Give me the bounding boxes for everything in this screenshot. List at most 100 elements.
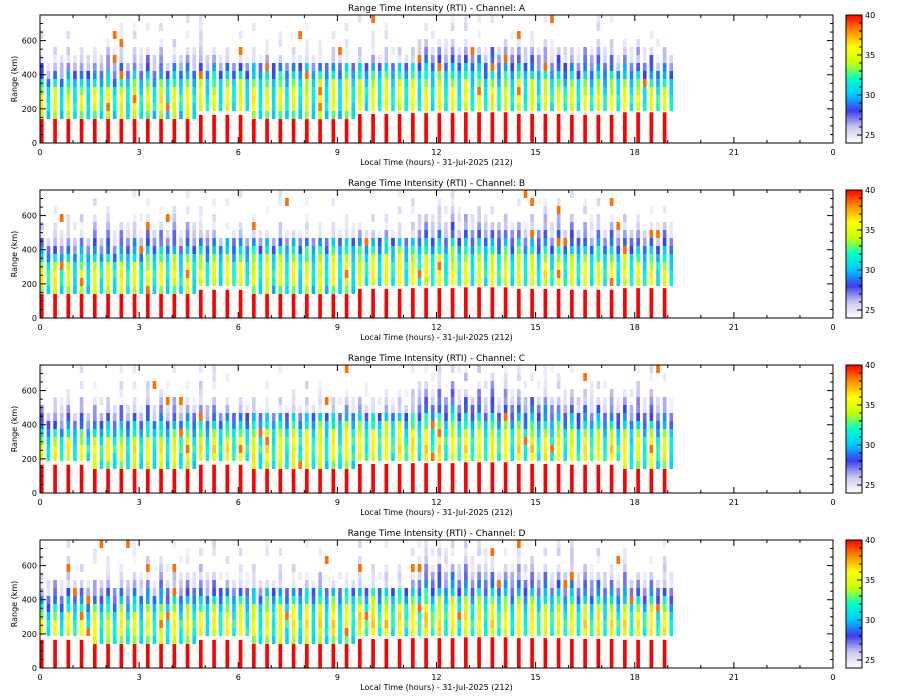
panel-d-colorbar-segment (846, 634, 862, 637)
panel-b-x-label: Local Time (hours) - 31-Jul-2025 (212) (360, 333, 513, 342)
panel-c-cell (649, 365, 654, 373)
panel-c-cell (384, 405, 389, 413)
panel-b-cell (470, 278, 475, 286)
panel-a-cell (139, 79, 144, 87)
panel-d-cell (192, 636, 197, 644)
panel-a-cell (225, 87, 230, 95)
panel-d-cell (550, 620, 554, 628)
panel-d-cell (73, 596, 77, 604)
panel-c-cell (278, 466, 283, 493)
panel-a-cell (318, 87, 322, 95)
panel-a-cell (126, 71, 130, 79)
panel-c-cell (477, 421, 481, 429)
panel-c-cell (305, 437, 309, 445)
panel-c-cell (79, 445, 84, 453)
panel-c-cell (589, 421, 594, 429)
panel-c-cell (199, 421, 203, 429)
panel-b-cell (437, 214, 442, 222)
panel-a-cell (530, 87, 534, 95)
panel-b-cell (112, 286, 117, 294)
panel-a-cell (205, 103, 210, 111)
panel-b-cell (358, 270, 362, 278)
panel-b-cell (172, 262, 177, 270)
panel-c-cell (159, 413, 163, 421)
panel-c-cell (199, 405, 203, 413)
panel-d-cell (53, 604, 57, 612)
panel-d-cell (517, 620, 521, 628)
panel-d-cell (543, 628, 548, 636)
panel-c-cell (570, 365, 574, 373)
panel-b-cell (609, 289, 614, 318)
panel-b-cell (364, 230, 369, 238)
panel-a-cell (523, 63, 528, 71)
panel-c-cell (291, 429, 296, 437)
panel-c-cell (73, 445, 77, 453)
panel-a-cell (106, 87, 110, 95)
panel-d-cell (192, 628, 197, 636)
panel-a-cell (662, 112, 667, 143)
panel-d-cell (132, 580, 137, 588)
panel-d-cell (192, 604, 197, 612)
panel-b-cell (205, 278, 210, 286)
panel-a-cell (536, 95, 541, 103)
panel-c-cell (510, 397, 515, 405)
panel-d-cell (483, 548, 488, 556)
panel-a-cell (179, 63, 183, 71)
panel-a-cell (159, 55, 163, 63)
panel-b-cell (40, 222, 44, 230)
panel-c-cell (669, 429, 674, 437)
panel-d-cell (556, 638, 561, 668)
panel-b-cell (324, 262, 329, 270)
panel-b-colorbar-segment (846, 288, 862, 291)
panel-d-colorbar-segment (846, 562, 862, 565)
panel-c-cell (444, 421, 448, 429)
panel-b-cell (66, 230, 71, 238)
panel-b-colorbar-segment (846, 246, 862, 249)
panel-c-cell (218, 413, 223, 421)
panel-b-cell (139, 286, 144, 294)
panel-b-cell (563, 262, 568, 270)
panel-a-y-tick-label: 0 (32, 139, 37, 148)
panel-c-cell (424, 365, 428, 373)
panel-a-cell (53, 63, 57, 71)
panel-c-cell (450, 429, 455, 437)
panel-b-cell (656, 238, 660, 246)
panel-d-cell (490, 620, 495, 628)
panel-c: Range Time Intensity (RTI) - Channel: C0… (10, 354, 875, 517)
panel-c-cell (656, 421, 660, 429)
panel-b-cell (252, 246, 256, 254)
panel-b-cell (225, 278, 230, 286)
panel-b-cell (570, 214, 574, 222)
panel-d-cell (238, 564, 243, 572)
panel-a-cell (311, 71, 316, 79)
panel-d-cell (318, 548, 322, 556)
panel-a-cell (106, 111, 110, 119)
panel-a-cell (656, 39, 660, 47)
panel-d-cell (450, 540, 455, 548)
panel-b-cell (66, 262, 71, 270)
panel-c-cell (59, 437, 64, 445)
panel-d-cell (517, 572, 521, 580)
panel-d-cell (550, 588, 554, 596)
panel-c-cell (477, 413, 481, 421)
panel-c-cell (331, 445, 336, 453)
panel-b-cell (437, 278, 442, 286)
panel-d-cell (483, 612, 488, 620)
panel-c-cell (351, 429, 356, 437)
panel-a-cell (119, 115, 124, 143)
panel-a-cell (636, 55, 640, 63)
panel-b-cell (40, 230, 44, 238)
panel-a-cell (397, 95, 402, 103)
panel-c-cell (563, 429, 568, 437)
panel-d-cell (397, 572, 402, 580)
panel-a-cell (629, 71, 634, 79)
panel-c-cell (46, 421, 51, 429)
panel-a-cell (245, 79, 250, 87)
panel-c-cell (510, 389, 515, 397)
panel-a-cell (139, 71, 144, 79)
panel-a-cell (450, 79, 455, 87)
panel-a-cell (119, 63, 124, 71)
panel-d-colorbar-segment (846, 624, 862, 627)
panel-b-cell (212, 198, 216, 206)
panel-a-cell (503, 71, 508, 79)
